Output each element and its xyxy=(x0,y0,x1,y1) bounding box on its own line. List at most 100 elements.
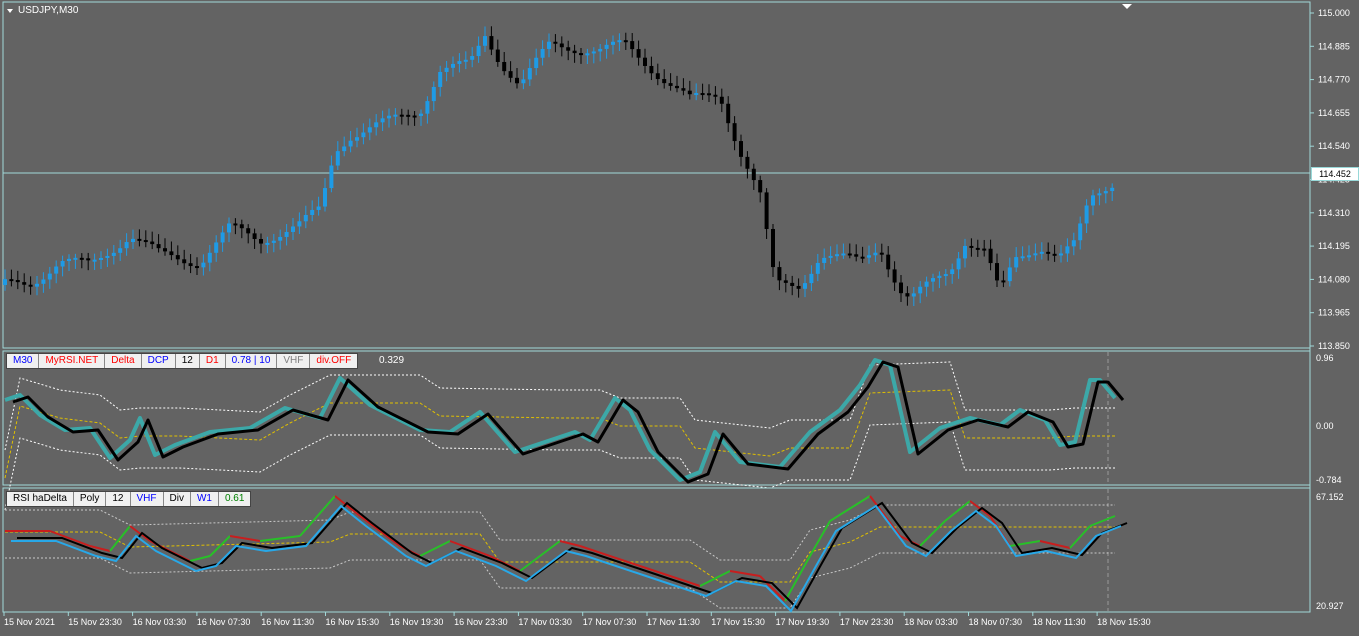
candle-body xyxy=(28,284,33,287)
rsi-toolbar[interactable]: M30 MyRSI.NET Delta DCP 12 D1 0.78 | 10 VHF div.… xyxy=(6,353,359,369)
hadelta-fast-segment xyxy=(784,555,811,602)
rsi-toolbar-item[interactable]: VHF xyxy=(277,354,311,368)
candle-body xyxy=(150,241,155,245)
hadelta-indicator-panel[interactable] xyxy=(2,487,1311,613)
candle-body xyxy=(92,259,97,262)
hadelta-toolbar-item[interactable]: RSI haDelta xyxy=(7,492,74,506)
symbol-menu-icon[interactable] xyxy=(7,9,13,13)
hadelta-toolbar-item[interactable]: VHF xyxy=(131,492,164,506)
candle-body xyxy=(271,240,276,243)
candle-body xyxy=(790,282,795,286)
candle-body xyxy=(547,41,551,49)
scroll-marker-icon[interactable] xyxy=(1122,4,1132,9)
rsi-toolbar-item[interactable]: MyRSI.NET xyxy=(39,354,106,368)
candle-body xyxy=(259,239,263,244)
hadelta-toolbar-item[interactable]: 0.61 xyxy=(224,493,245,504)
time-tick-label: 16 Nov 11:30 xyxy=(261,617,314,627)
candle-body xyxy=(489,36,494,50)
hadelta-axis-label: 20.927 xyxy=(1316,601,1344,611)
candle-body xyxy=(700,93,705,96)
candle-body xyxy=(611,41,615,45)
hadelta-toolbar-item[interactable]: Div xyxy=(164,492,191,506)
time-tick-label: 15 Nov 2021 xyxy=(4,617,55,627)
candle-body xyxy=(425,101,430,114)
candle-body xyxy=(399,114,404,117)
hadelta-toolbar-item[interactable]: W1 xyxy=(191,492,219,506)
candle-body xyxy=(739,141,743,157)
hadelta-fast-segment xyxy=(259,535,301,542)
candle-body xyxy=(879,252,884,255)
candle-body xyxy=(374,122,379,128)
candle-body xyxy=(1033,253,1038,256)
candle-body xyxy=(105,255,110,258)
candle-body xyxy=(246,228,251,234)
hadelta-fast-segment xyxy=(1039,540,1071,549)
candle-body xyxy=(60,261,65,267)
rsi-toolbar-item[interactable]: DCP xyxy=(142,354,176,368)
hadelta-blue-line xyxy=(11,504,1122,613)
candle-body xyxy=(1007,267,1012,282)
candle-body xyxy=(566,47,571,51)
candle-body xyxy=(854,254,859,257)
price-tick-label: 115.000 xyxy=(1318,8,1350,18)
candle-body xyxy=(412,115,417,118)
candle-body xyxy=(771,228,775,268)
rsi-toolbar-item[interactable]: 12 xyxy=(176,354,200,368)
candle-body xyxy=(649,65,654,74)
candle-body xyxy=(476,45,481,57)
candle-body xyxy=(297,221,302,227)
candle-body xyxy=(406,114,411,117)
rsi-toolbar-item[interactable]: 0.78 | 10 xyxy=(226,354,278,368)
price-tick-label: 114.770 xyxy=(1318,75,1350,85)
candle-body xyxy=(815,262,820,274)
candle-body xyxy=(393,114,398,117)
candle-body xyxy=(175,255,180,260)
price-tick-label: 114.540 xyxy=(1318,141,1350,151)
hadelta-fast-segment xyxy=(229,535,261,542)
price-tick-label: 113.965 xyxy=(1318,308,1350,318)
rsi-axis-label: -0.784 xyxy=(1316,475,1342,485)
candle-body xyxy=(1027,255,1031,258)
candle-body xyxy=(630,41,635,50)
rsi-toolbar-item[interactable]: M30 xyxy=(7,354,40,368)
candle-body xyxy=(1059,253,1063,256)
hadelta-toolbar[interactable]: RSI haDelta Poly 12 VHF Div W1 0.61 xyxy=(6,491,252,507)
candle-body xyxy=(707,93,711,96)
time-tick-label: 16 Nov 19:30 xyxy=(390,617,444,627)
candle-body xyxy=(265,242,270,245)
candle-body xyxy=(73,257,78,260)
rsi-band-lower xyxy=(4,421,1115,511)
time-tick-label: 16 Nov 03:30 xyxy=(133,617,187,627)
candle-body xyxy=(809,273,814,284)
candle-body xyxy=(54,266,59,274)
hadelta-fast-segment xyxy=(519,540,561,572)
candle-body xyxy=(835,254,839,257)
rsi-toolbar-item[interactable]: div.OFF xyxy=(316,355,352,366)
hadelta-fast-segment xyxy=(759,575,786,602)
candle-body xyxy=(1091,195,1095,206)
candle-body xyxy=(310,209,315,215)
rsi-toolbar-item[interactable]: D1 xyxy=(200,354,226,368)
candle-body xyxy=(956,258,961,270)
rsi-indicator-panel[interactable] xyxy=(2,350,1311,486)
candle-body xyxy=(1065,246,1070,254)
price-tick-label: 114.310 xyxy=(1318,208,1350,218)
candle-body xyxy=(886,254,891,270)
candle-body xyxy=(291,226,295,232)
time-tick-label: 16 Nov 23:30 xyxy=(454,617,508,627)
time-tick-label: 17 Nov 19:30 xyxy=(776,617,830,627)
hadelta-toolbar-item[interactable]: 12 xyxy=(106,492,131,506)
candle-body xyxy=(687,90,692,95)
hadelta-fast-segment xyxy=(579,545,641,567)
hadelta-fast-segment xyxy=(359,515,401,547)
candle-body xyxy=(783,280,788,283)
hadelta-toolbar-item[interactable]: Poly xyxy=(74,492,107,506)
rsi-toolbar-item[interactable]: Delta xyxy=(105,354,142,368)
candle-body xyxy=(713,94,718,97)
time-tick-label: 17 Nov 03:30 xyxy=(518,617,572,627)
candle-body xyxy=(22,282,27,285)
candle-body xyxy=(732,123,737,142)
price-tick-label: 114.195 xyxy=(1318,241,1350,251)
